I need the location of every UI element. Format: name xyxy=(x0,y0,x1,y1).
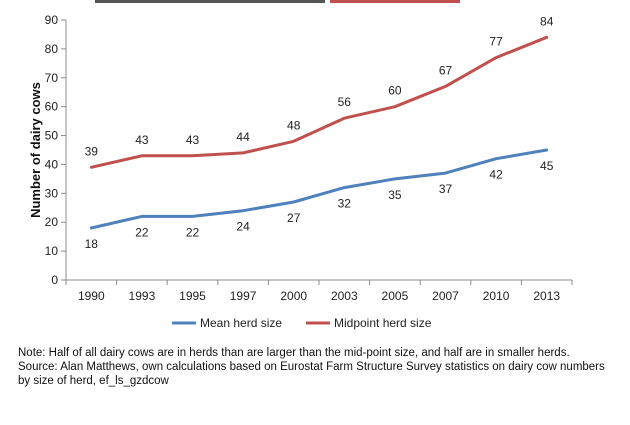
legend-label: Midpoint herd size xyxy=(334,316,432,330)
x-axis-ticks: 1990 1993 1995 1997 2000 2003 2005 2007 2010 2013 xyxy=(65,280,573,303)
data-label: 35 xyxy=(388,188,402,202)
data-label: 48 xyxy=(287,118,301,132)
y-tick-label: 40 xyxy=(45,157,59,171)
chart-notes: Note: Half of all dairy cows are in herd… xyxy=(18,346,618,388)
data-label: 44 xyxy=(236,130,250,144)
data-label: 39 xyxy=(85,144,99,158)
data-label: 37 xyxy=(439,182,453,196)
y-axis-label: Number of dairy cows xyxy=(28,82,43,218)
series-line-mean xyxy=(89,148,549,230)
data-label: 32 xyxy=(338,197,352,211)
data-label: 27 xyxy=(287,211,301,225)
y-tick-label: 20 xyxy=(45,215,59,229)
y-tick-label: 50 xyxy=(45,129,59,143)
data-label: 56 xyxy=(338,95,352,109)
series-line-midpoint xyxy=(89,35,549,169)
x-tick-label: 2000 xyxy=(280,289,307,303)
data-label: 43 xyxy=(186,133,200,147)
y-tick-label: 10 xyxy=(45,244,59,258)
x-tick-label: 1990 xyxy=(78,289,105,303)
data-label: 22 xyxy=(186,225,200,239)
x-tick-label: 2005 xyxy=(382,289,409,303)
data-label: 18 xyxy=(85,237,99,251)
source-text: Source: Alan Matthews, own calculations … xyxy=(18,361,605,387)
data-label: 77 xyxy=(489,35,503,49)
line-chart: 0 10 20 30 40 50 60 70 80 90 1990 1993 1995 1997 2000… xyxy=(28,0,573,330)
y-tick-label: 70 xyxy=(45,71,59,85)
legend-label: Mean herd size xyxy=(200,316,282,330)
data-label: 67 xyxy=(439,63,453,77)
y-tick-label: 0 xyxy=(51,273,58,287)
y-axis-ticks: 0 10 20 30 40 50 60 70 80 90 xyxy=(45,13,66,287)
y-tick-label: 90 xyxy=(45,13,59,27)
data-label: 60 xyxy=(388,84,402,98)
cropped-title-remnant-dark xyxy=(95,0,325,3)
x-tick-label: 2007 xyxy=(432,289,459,303)
cropped-title-remnant-red xyxy=(330,0,460,3)
data-label: 84 xyxy=(540,14,554,28)
x-tick-label: 1993 xyxy=(129,289,156,303)
data-label: 43 xyxy=(135,133,149,147)
data-labels: 18 22 22 24 27 32 35 37 42 45 39 43 43 44 48 56 60 67 77 84 xyxy=(85,14,554,251)
data-label: 22 xyxy=(135,225,149,239)
y-tick-label: 60 xyxy=(45,100,59,114)
y-tick-label: 30 xyxy=(45,186,59,200)
data-label: 45 xyxy=(540,159,554,173)
legend: Mean herd size Midpoint herd size xyxy=(172,316,432,330)
y-tick-label: 80 xyxy=(45,42,59,56)
x-tick-label: 2003 xyxy=(331,289,358,303)
note-text: Note: Half of all dairy cows are in herd… xyxy=(18,347,570,359)
series-lines xyxy=(89,35,549,230)
x-tick-label: 1997 xyxy=(230,289,257,303)
x-tick-label: 1995 xyxy=(179,289,206,303)
data-label: 24 xyxy=(236,220,250,234)
data-label: 42 xyxy=(489,168,503,182)
x-tick-label: 2010 xyxy=(483,289,510,303)
x-tick-label: 2013 xyxy=(533,289,560,303)
